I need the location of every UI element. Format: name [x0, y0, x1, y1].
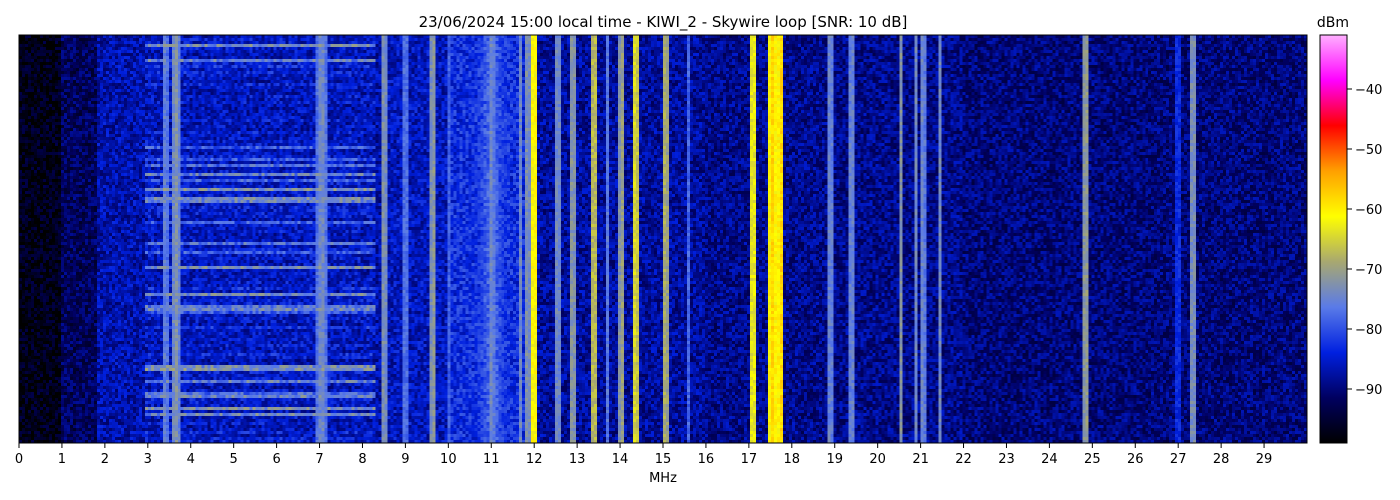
x-tick-label: 11 — [483, 452, 500, 467]
colorbar-label: dBm — [1317, 15, 1349, 31]
x-tick-label: 26 — [1127, 452, 1144, 467]
x-axis-label: MHz — [649, 471, 677, 486]
x-tick-label: 22 — [955, 452, 972, 467]
x-tick-label: 10 — [440, 452, 457, 467]
colorbar-tick-label: −50 — [1355, 143, 1382, 158]
colorbar-tick-label: −70 — [1355, 263, 1382, 278]
x-tick-label: 12 — [526, 452, 543, 467]
x-tick-label: 18 — [784, 452, 801, 467]
colorbar-gradient — [1319, 34, 1348, 444]
x-tick-label: 13 — [569, 452, 586, 467]
colorbar-tick-label: −80 — [1355, 323, 1382, 338]
colorbar-tick-label: −90 — [1355, 383, 1382, 398]
x-tick-label: 29 — [1256, 452, 1273, 467]
colorbar-tick-label: −60 — [1355, 203, 1382, 218]
x-tick-label: 7 — [315, 452, 323, 467]
x-tick-label: 4 — [187, 452, 195, 467]
colorbar-ticks: −40 −50 −60 −70 −80 −90 — [1347, 83, 1382, 398]
x-tick-label: 25 — [1084, 452, 1101, 467]
chart-title: 23/06/2024 15:00 local time - KIWI_2 - S… — [419, 13, 908, 32]
x-tick-label: 1 — [58, 452, 66, 467]
colorbar: −40 −50 −60 −70 −80 −90 — [1319, 34, 1382, 444]
x-tick-label: 3 — [144, 452, 152, 467]
x-tick-label: 6 — [272, 452, 280, 467]
x-tick-label: 21 — [912, 452, 929, 467]
x-tick-label: 5 — [230, 452, 238, 467]
x-tick-label: 20 — [869, 452, 886, 467]
x-tick-label: 19 — [826, 452, 843, 467]
x-tick-label: 15 — [655, 452, 672, 467]
x-tick-label: 2 — [101, 452, 109, 467]
x-tick-label: 14 — [612, 452, 629, 467]
waterfall-plot — [19, 35, 1307, 443]
x-tick-label: 24 — [1041, 452, 1058, 467]
x-tick-label: 8 — [358, 452, 366, 467]
waterfall-heatmap — [19, 35, 1307, 443]
x-tick-label: 23 — [998, 452, 1015, 467]
x-tick-label: 9 — [401, 452, 409, 467]
x-tick-label: 28 — [1213, 452, 1230, 467]
x-tick-label: 16 — [698, 452, 715, 467]
x-tick-label: 0 — [15, 452, 23, 467]
x-axis-ticks: 0 1 2 3 4 5 6 7 8 9 10 11 12 13 14 15 16 17 18 19 20 21 22 23 24… — [15, 443, 1272, 467]
colorbar-tick-label: −40 — [1355, 83, 1382, 98]
x-tick-label: 17 — [741, 452, 758, 467]
x-tick-label: 27 — [1170, 452, 1187, 467]
